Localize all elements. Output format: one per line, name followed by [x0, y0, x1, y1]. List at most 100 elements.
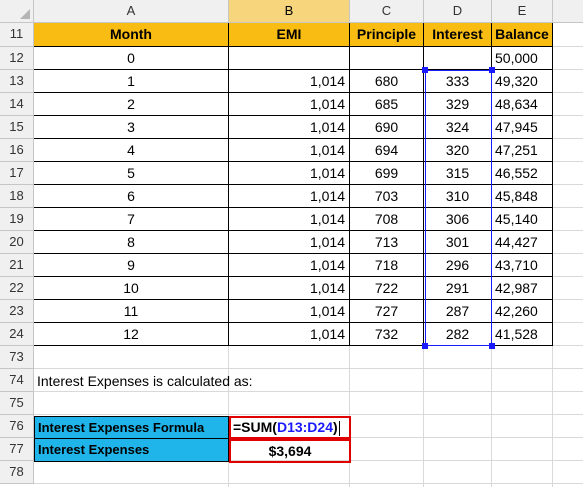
text-cursor	[338, 420, 340, 436]
cell-month[interactable]: 2	[34, 93, 229, 116]
cell-balance[interactable]: 45,140	[492, 208, 553, 231]
row-header[interactable]: 75	[0, 392, 34, 415]
row-header[interactable]: 18	[0, 185, 34, 208]
row-header[interactable]: 23	[0, 300, 34, 323]
row-header[interactable]: 11	[0, 23, 34, 47]
formula-range: D13:D24	[276, 419, 333, 435]
cell-principle[interactable]: 718	[350, 254, 424, 277]
row-header[interactable]: 17	[0, 162, 34, 185]
header-interest[interactable]: Interest	[424, 23, 492, 47]
cell-emi[interactable]: 1,014	[229, 208, 350, 231]
header-principle[interactable]: Principle	[350, 23, 424, 47]
cell-emi[interactable]: 1,014	[229, 139, 350, 162]
cell-month[interactable]: 4	[34, 139, 229, 162]
cell-emi[interactable]: 1,014	[229, 300, 350, 323]
formula-label[interactable]: Interest Expenses Formula	[34, 416, 229, 439]
row-header[interactable]: 24	[0, 323, 34, 346]
row-header[interactable]: 21	[0, 254, 34, 277]
cell-balance[interactable]: 49,320	[492, 70, 553, 93]
cell-interest[interactable]	[424, 47, 492, 70]
cell-emi[interactable]: 1,014	[229, 162, 350, 185]
row-header[interactable]: 12	[0, 47, 34, 70]
header-balance[interactable]: Balance	[492, 23, 553, 47]
row-header[interactable]: 78	[0, 461, 34, 484]
result-label[interactable]: Interest Expenses	[34, 439, 229, 462]
cell-emi[interactable]: 1,014	[229, 323, 350, 346]
cell-month[interactable]: 6	[34, 185, 229, 208]
cell-balance[interactable]: 45,848	[492, 185, 553, 208]
cell-month[interactable]: 5	[34, 162, 229, 185]
row-header[interactable]: 19	[0, 208, 34, 231]
column-header-a[interactable]: A	[34, 0, 229, 23]
cell-principle[interactable]: 680	[350, 70, 424, 93]
row-header[interactable]: 74	[0, 369, 34, 392]
note-text[interactable]: Interest Expenses is calculated as:	[37, 373, 253, 389]
header-emi[interactable]: EMI	[229, 23, 350, 47]
cell-balance[interactable]: 43,710	[492, 254, 553, 277]
result-value[interactable]: $3,694	[229, 439, 351, 463]
cell-principle[interactable]: 713	[350, 231, 424, 254]
column-header-f[interactable]	[553, 0, 583, 23]
cell-emi[interactable]: 1,014	[229, 231, 350, 254]
cell-month[interactable]: 11	[34, 300, 229, 323]
cell-emi[interactable]: 1,014	[229, 93, 350, 116]
cell-emi[interactable]: 1,014	[229, 254, 350, 277]
row-header[interactable]: 15	[0, 116, 34, 139]
header-month[interactable]: Month	[34, 23, 229, 47]
cell-principle[interactable]: 685	[350, 93, 424, 116]
cell-principle[interactable]: 690	[350, 116, 424, 139]
cell-month[interactable]: 12	[34, 323, 229, 346]
cell-principle[interactable]: 699	[350, 162, 424, 185]
select-all-corner[interactable]	[0, 0, 34, 23]
row-header[interactable]: 14	[0, 93, 34, 116]
cell-principle[interactable]	[350, 47, 424, 70]
cell-principle[interactable]: 703	[350, 185, 424, 208]
cell-month[interactable]: 8	[34, 231, 229, 254]
formula-prefix: =SUM(	[233, 419, 277, 435]
cell-balance[interactable]: 41,528	[492, 323, 553, 346]
cell-balance[interactable]: 46,552	[492, 162, 553, 185]
column-header-c[interactable]: C	[350, 0, 424, 23]
cell-balance[interactable]: 42,987	[492, 277, 553, 300]
cell-month[interactable]: 7	[34, 208, 229, 231]
row-header[interactable]: 13	[0, 70, 34, 93]
cell-month[interactable]: 1	[34, 70, 229, 93]
cell-month[interactable]: 9	[34, 254, 229, 277]
cell-balance[interactable]: 48,634	[492, 93, 553, 116]
row-header[interactable]: 76	[0, 415, 34, 438]
cell-balance[interactable]: 47,945	[492, 116, 553, 139]
cell-month[interactable]: 0	[34, 47, 229, 70]
cell-emi[interactable]: 1,014	[229, 277, 350, 300]
range-handle[interactable]	[489, 343, 495, 349]
cell-balance[interactable]: 47,251	[492, 139, 553, 162]
column-header-e[interactable]: E	[492, 0, 553, 23]
cell-emi[interactable]: 1,014	[229, 70, 350, 93]
formula-suffix: )	[332, 419, 338, 435]
row-header[interactable]: 73	[0, 346, 34, 369]
range-handle[interactable]	[422, 67, 428, 73]
row-header[interactable]: 22	[0, 277, 34, 300]
cell-principle[interactable]: 722	[350, 277, 424, 300]
cell-principle[interactable]: 727	[350, 300, 424, 323]
row-header[interactable]: 16	[0, 139, 34, 162]
cell-balance[interactable]: 50,000	[492, 47, 553, 70]
row-header[interactable]: 20	[0, 231, 34, 254]
range-handle[interactable]	[489, 67, 495, 73]
cell-principle[interactable]: 694	[350, 139, 424, 162]
column-header-d[interactable]: D	[424, 0, 492, 23]
range-handle[interactable]	[422, 343, 428, 349]
cell-month[interactable]: 10	[34, 277, 229, 300]
cell-principle[interactable]: 732	[350, 323, 424, 346]
cell-emi[interactable]: 1,014	[229, 185, 350, 208]
formula-cell[interactable]: =SUM(D13:D24)	[229, 416, 351, 439]
cell-balance[interactable]: 42,260	[492, 300, 553, 323]
range-highlight-d13-d24	[425, 70, 492, 346]
cell-balance[interactable]: 44,427	[492, 231, 553, 254]
cell-emi[interactable]: 1,014	[229, 116, 350, 139]
row-header[interactable]: 77	[0, 438, 34, 461]
column-header-b[interactable]: B	[229, 0, 350, 23]
cell-emi[interactable]	[229, 47, 350, 70]
cell-principle[interactable]: 708	[350, 208, 424, 231]
cell-month[interactable]: 3	[34, 116, 229, 139]
